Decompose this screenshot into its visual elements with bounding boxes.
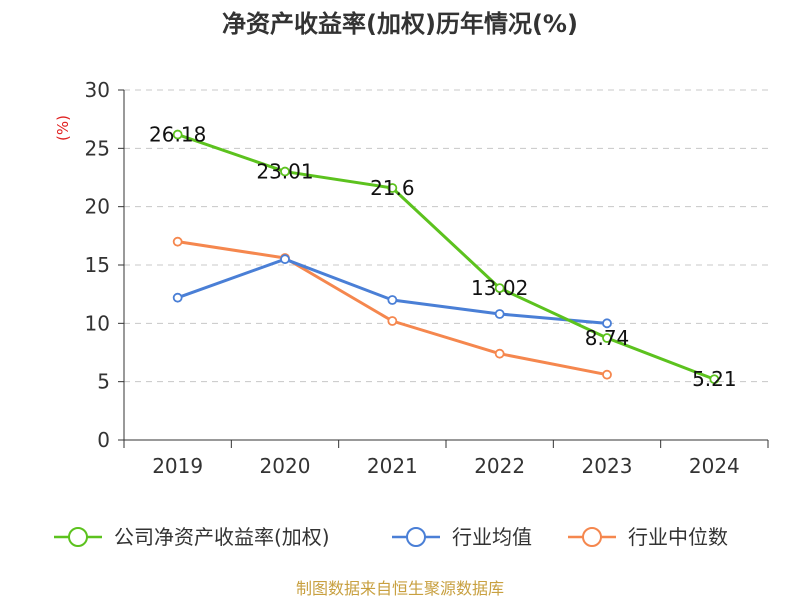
series-1-point-0 <box>172 292 183 303</box>
y-tick-label-30: 30 <box>85 78 110 102</box>
legend-marker-1 <box>406 527 426 547</box>
data-label-2024: 5.21 <box>692 367 737 391</box>
x-tick-label-2022: 2022 <box>474 454 525 478</box>
y-tick-label-0: 0 <box>97 428 110 452</box>
grid-lines <box>124 89 768 383</box>
series-line-0 <box>177 133 715 381</box>
x-tick-label-2020: 2020 <box>260 454 311 478</box>
y-tick-label-10: 10 <box>85 311 110 335</box>
series-0-point-4 <box>602 333 612 343</box>
legend-marker-2 <box>582 527 602 547</box>
data-labels: 26.18 23.01 21.6 13.02 8.74 5.21 <box>149 123 737 392</box>
series-0-point-1 <box>280 166 290 177</box>
x-tick-label-2019: 2019 <box>152 454 203 478</box>
y-axis-unit-label: (%) <box>54 115 72 141</box>
data-label-2023: 8.74 <box>585 326 630 350</box>
source-note: 制图数据来自恒生聚源数据库 <box>296 579 504 598</box>
data-label-2022: 13.02 <box>471 276 528 300</box>
x-tick-label-2023: 2023 <box>582 454 633 478</box>
series-0-point-3 <box>494 283 505 294</box>
chart-title: 净资产收益率(加权)历年情况(%) <box>222 10 578 38</box>
series-1-point-4 <box>602 318 612 329</box>
data-label-2019: 26.18 <box>149 123 206 147</box>
y-tick-label-15: 15 <box>85 253 110 277</box>
series-0-point-2 <box>387 183 398 193</box>
series-2-point-0 <box>172 236 183 247</box>
series-2-point-4 <box>602 369 612 380</box>
x-tick-label-2024: 2024 <box>689 454 740 478</box>
legend-label-2: 行业中位数 <box>628 525 728 549</box>
series-1-point-1 <box>280 254 290 265</box>
series-2-point-3 <box>494 348 505 359</box>
legend-label-1: 行业均值 <box>452 525 532 549</box>
legend-marker-0 <box>68 527 88 547</box>
y-tick-label-5: 5 <box>97 370 110 394</box>
data-label-2020: 23.01 <box>256 160 313 184</box>
axes: 0 5 10 15 20 25 30 2019 2020 2021 2022 2023 2024 <box>85 78 769 478</box>
series-1-point-3 <box>494 309 505 319</box>
series-1-point-2 <box>387 295 398 305</box>
legend-label-0: 公司净资产收益率(加权) <box>114 525 330 549</box>
series-0-point-0 <box>172 129 183 140</box>
series-0-point-5 <box>709 374 720 385</box>
y-tick-label-25: 25 <box>85 136 110 160</box>
y-tick-label-20: 20 <box>85 195 110 219</box>
series-2-point-2 <box>387 316 398 326</box>
legend: 公司净资产收益率(加权) 行业均值 行业中位数 <box>54 525 728 549</box>
x-tick-label-2021: 2021 <box>367 454 418 478</box>
series-lines <box>172 129 720 385</box>
data-label-2021: 21.6 <box>370 176 415 200</box>
series-line-1 <box>177 257 608 325</box>
